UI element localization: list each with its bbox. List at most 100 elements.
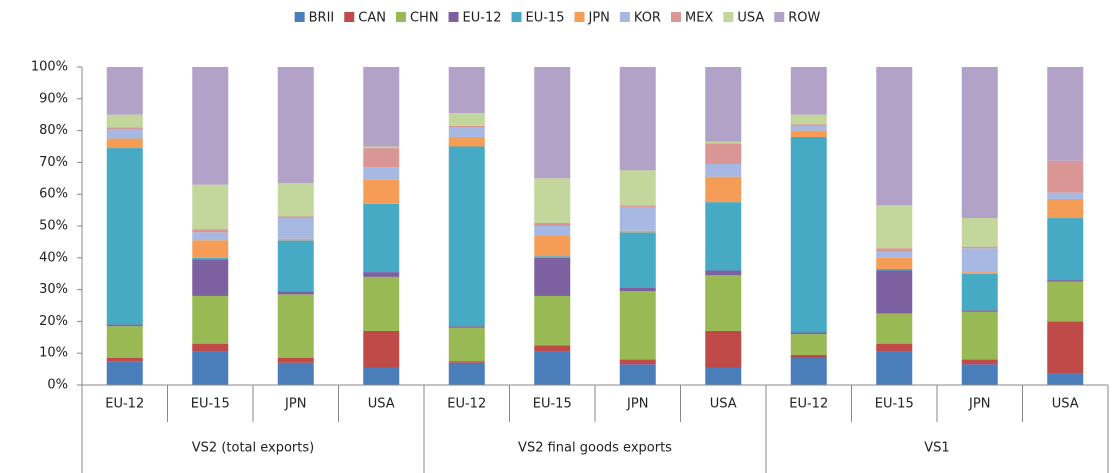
bar-segment bbox=[277, 294, 314, 358]
bar-segment bbox=[619, 230, 656, 233]
bar-segment bbox=[363, 203, 400, 273]
x-tick-label: EU-15 bbox=[191, 397, 230, 412]
bar-segment bbox=[790, 130, 827, 137]
bar-segment bbox=[277, 183, 314, 217]
bar-segment bbox=[790, 125, 827, 131]
bar-segment bbox=[876, 257, 913, 269]
legend-swatch bbox=[294, 12, 305, 22]
bar-segment bbox=[277, 357, 314, 363]
bar-segment bbox=[876, 248, 913, 252]
bar-segment bbox=[192, 184, 229, 230]
bar-segment bbox=[790, 357, 827, 385]
bar-segment bbox=[1047, 218, 1084, 281]
bar-segment bbox=[876, 251, 913, 258]
bar-segment bbox=[534, 351, 571, 385]
group-label: VS2 final goods exports bbox=[518, 441, 672, 456]
bar-segment bbox=[106, 324, 143, 327]
bar-segment bbox=[106, 326, 143, 358]
x-tick-label: JPN bbox=[626, 397, 648, 412]
group-label: VS1 bbox=[924, 441, 949, 456]
y-tick-label: 20% bbox=[39, 314, 68, 329]
bar-segment bbox=[1047, 67, 1084, 161]
legend-label: KOR bbox=[634, 11, 661, 26]
bar-segment bbox=[705, 275, 742, 331]
legend-label: EU-12 bbox=[463, 11, 502, 26]
bar-segment bbox=[534, 178, 571, 223]
bar-segment bbox=[619, 288, 656, 292]
bar-segment bbox=[619, 206, 656, 231]
bar-segment bbox=[619, 170, 656, 206]
bar-segment bbox=[534, 345, 571, 352]
y-tick-label: 50% bbox=[39, 219, 68, 234]
legend-label: EU-15 bbox=[526, 11, 565, 26]
bar-segment bbox=[534, 67, 571, 179]
bar-segment bbox=[705, 202, 742, 271]
bar-segment bbox=[106, 148, 143, 325]
legend-swatch bbox=[723, 12, 734, 22]
legend-label: MEX bbox=[685, 11, 713, 26]
bar-segment bbox=[705, 163, 742, 177]
x-tick-label: EU-12 bbox=[789, 397, 828, 412]
bar-segment bbox=[192, 232, 229, 241]
bar-segment bbox=[192, 343, 229, 352]
bar-segment bbox=[192, 295, 229, 344]
bar-segment bbox=[1047, 160, 1084, 193]
bar-segment bbox=[277, 216, 314, 219]
bar-segment bbox=[448, 327, 485, 362]
y-tick-label: 70% bbox=[39, 155, 68, 170]
bar-segment bbox=[1047, 281, 1084, 322]
bar-segment bbox=[1047, 192, 1084, 199]
bar-segment bbox=[876, 313, 913, 344]
bar-segment bbox=[876, 270, 913, 314]
bar-segment bbox=[705, 67, 742, 142]
y-tick-label: 0% bbox=[47, 378, 68, 393]
x-tick-label: EU-12 bbox=[447, 397, 486, 412]
bar-segment bbox=[448, 136, 485, 147]
bar-segment bbox=[106, 357, 143, 362]
bar-segment bbox=[1047, 198, 1084, 219]
y-tick-label: 30% bbox=[39, 282, 68, 297]
bar-segment bbox=[961, 359, 998, 365]
bar-segment bbox=[961, 311, 998, 360]
bar-segment bbox=[448, 113, 485, 126]
bar-segment bbox=[448, 67, 485, 114]
bar-segment bbox=[363, 67, 400, 147]
bar-segment bbox=[106, 127, 143, 130]
bar-segment bbox=[448, 127, 485, 137]
bar-segment bbox=[277, 362, 314, 385]
bar-segment bbox=[705, 141, 742, 144]
bar-segment bbox=[961, 248, 998, 273]
bar-segment bbox=[363, 276, 400, 331]
bar-segment bbox=[961, 364, 998, 385]
bar-segment bbox=[363, 179, 400, 204]
y-tick-label: 90% bbox=[39, 91, 68, 106]
bar-segment bbox=[790, 332, 827, 335]
bar-segment bbox=[790, 67, 827, 115]
bar-segment bbox=[363, 272, 400, 277]
bar-segment bbox=[961, 218, 998, 247]
bar-segment bbox=[705, 270, 742, 276]
bar-segment bbox=[192, 259, 229, 296]
bar-segment bbox=[534, 226, 571, 236]
bar-segment bbox=[277, 238, 314, 241]
bar-segment bbox=[534, 222, 571, 226]
bar-segment bbox=[277, 240, 314, 292]
bar-segment bbox=[448, 125, 485, 128]
bar-segment bbox=[192, 257, 229, 260]
bar-segment bbox=[106, 361, 143, 385]
legend-swatch bbox=[774, 12, 785, 22]
bar-segment bbox=[876, 351, 913, 385]
bar-segment bbox=[106, 129, 143, 139]
bar-segment bbox=[448, 361, 485, 363]
bar-segment bbox=[619, 359, 656, 365]
bar-segment bbox=[619, 291, 656, 360]
legend-swatch bbox=[574, 12, 585, 22]
legend-swatch bbox=[670, 12, 681, 22]
legend-swatch bbox=[448, 12, 459, 22]
bar-segment bbox=[790, 114, 827, 125]
x-tick-label: EU-15 bbox=[875, 397, 914, 412]
bar-segment bbox=[619, 205, 656, 207]
y-tick-label: 100% bbox=[31, 60, 68, 75]
bar-segment bbox=[1047, 373, 1084, 385]
